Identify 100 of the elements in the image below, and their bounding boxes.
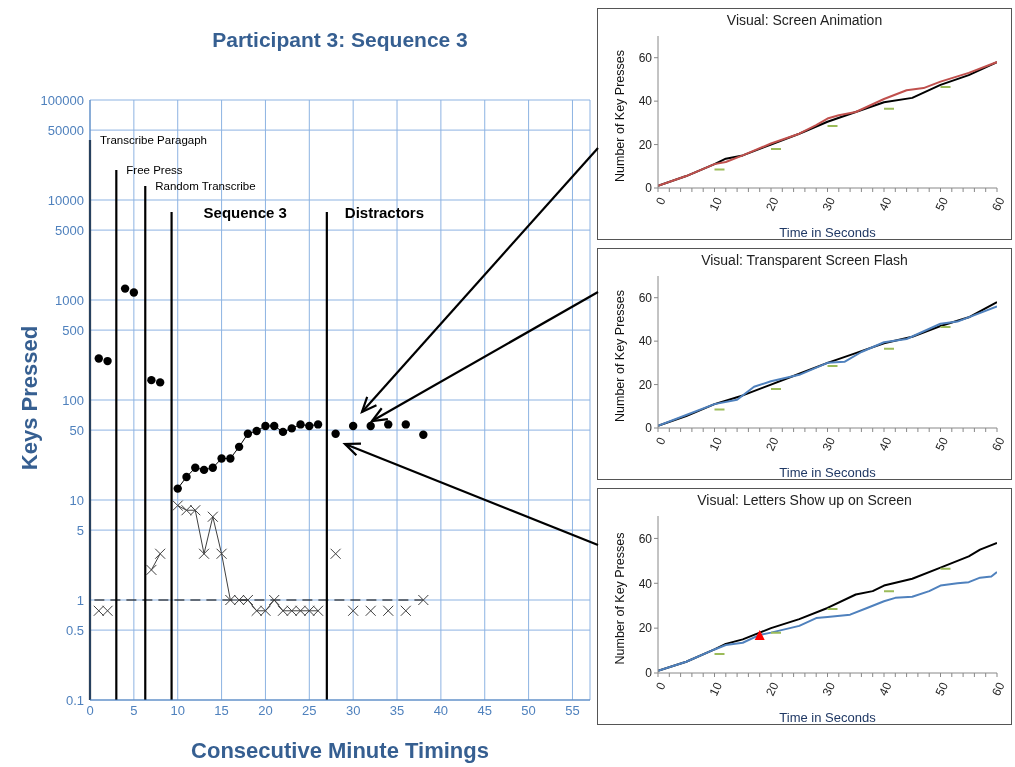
y-axis-title: Keys Pressed [17,324,43,473]
point [347,605,359,617]
x-tick-label: 0 [86,703,94,719]
point [348,421,358,431]
point [198,548,210,560]
x-tick-label: 40 [876,194,895,213]
x-tick-label: 20 [258,703,273,719]
point [199,465,209,475]
y-tick-label: 1000 [55,292,84,308]
point [252,426,261,436]
chart-title: Participant 3: Sequence 3 [211,28,469,52]
ref-line-label: Sequence 3 [203,204,287,221]
point [268,594,280,606]
y-tick-label: 0.5 [65,622,84,638]
point [243,429,253,438]
point [94,354,103,363]
x-tick-label: 20 [763,194,782,213]
x-tick-label: 25 [302,703,317,719]
x-tick-label: 30 [345,703,361,719]
y-tick-label: 10 [69,492,84,508]
point [278,427,288,437]
y-tick-label: 500 [62,322,84,338]
point [419,430,428,439]
y-tick-label: 60 [638,290,653,305]
ref-line-label: Free Press [126,164,183,176]
x-tick-label: 50 [932,194,952,213]
point [234,442,244,452]
y-tick-label: 5 [76,522,84,538]
y-tick-label: 100 [62,392,84,408]
x-tick-label: 60 [989,434,1008,453]
ref-line-label: Distractors [344,204,425,221]
y-tick-label: 0 [645,421,653,436]
x-tick-label: 10 [706,434,726,453]
x-tick-label: 35 [389,703,405,719]
y-axis-title: Number of Key Presses [613,532,628,665]
y-tick-label: 50 [69,422,84,438]
point [226,454,235,463]
point [287,424,296,433]
x-tick-label: 5 [130,703,138,719]
y-tick-label: 5000 [55,222,84,238]
y-tick-label: 50000 [47,122,84,138]
point [330,548,342,560]
point [172,500,184,512]
point [154,548,166,560]
point [145,564,157,576]
ref-line-label: Transcribe Paragaph [100,134,207,146]
point [270,421,279,431]
x-tick-label: 45 [477,703,492,719]
point [384,420,393,429]
point [313,420,323,429]
y-tick-label: 60 [638,50,653,65]
y-axis-title: Number of Key Presses [613,50,628,182]
x-tick-label: 40 [433,703,449,719]
x-tick-label: 40 [876,679,895,698]
y-tick-label: 0 [645,666,653,681]
chart-title: Visual: Transparent Screen Flash [700,252,909,270]
x-tick-label: 10 [170,703,185,719]
x-tick-label: 10 [706,194,726,213]
x-tick-label: 20 [763,434,782,453]
point [103,356,112,366]
y-tick-label: 40 [638,334,653,349]
point [382,605,394,617]
point [191,463,200,472]
y-tick-label: 20 [638,377,653,392]
y-tick-label: 20 [638,621,653,636]
y-tick-label: 60 [638,531,653,546]
point [305,421,314,431]
x-tick-label: 30 [819,679,839,698]
y-tick-label: 10000 [47,192,84,208]
x-tick-label: 15 [214,703,229,719]
point [261,421,270,431]
y-tick-label: 40 [638,576,653,591]
y-axis-title: Number of Key Presses [613,290,628,422]
point [182,472,191,482]
point [208,463,218,472]
point [216,548,228,560]
point [296,420,305,429]
x-tick-label: 30 [819,434,839,453]
point [217,454,226,463]
x-tick-label: 40 [876,434,895,453]
chart-title: Visual: Screen Animation [725,12,884,30]
point [331,429,340,438]
point [417,594,429,606]
x-tick-label: 50 [932,679,952,698]
y-tick-label: 1 [76,592,84,608]
point [173,484,182,493]
x-axis-title: Time in Seconds [779,710,877,725]
point [155,378,165,387]
point [147,375,156,385]
x-tick-label: 60 [989,194,1008,213]
y-tick-label: 0.1 [65,692,84,708]
x-axis-title: Consecutive Minute Timings [190,738,490,764]
x-tick-label: 60 [989,679,1008,698]
y-tick-label: 0 [645,181,653,196]
x-tick-label: 55 [565,703,580,719]
x-axis-title: Time in Seconds [779,465,877,480]
point [129,288,139,297]
point [365,605,377,617]
chart-title: Visual: Letters Show up on Screen [696,492,913,510]
x-axis-title: Time in Seconds [779,225,877,240]
